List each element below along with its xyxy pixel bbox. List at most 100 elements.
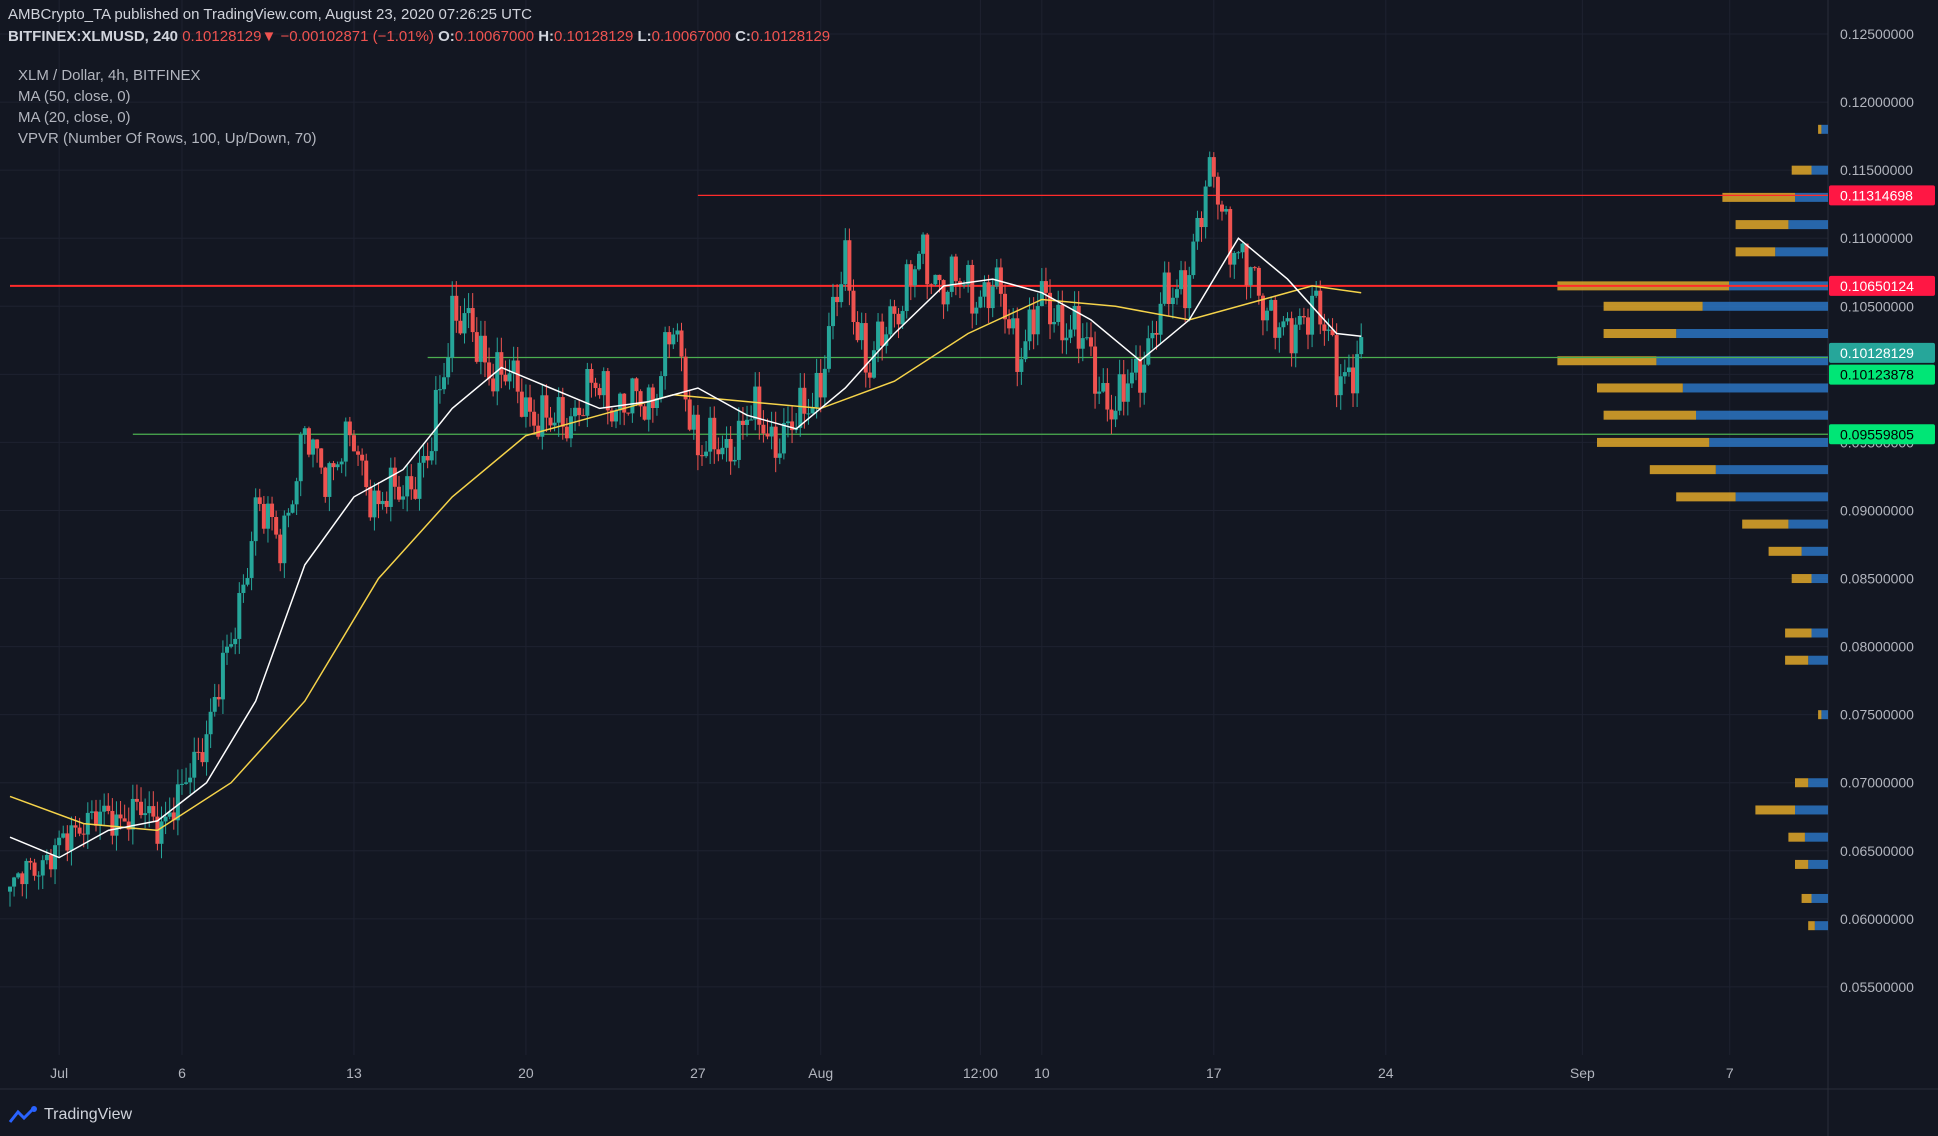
- candle-body: [638, 391, 643, 407]
- vpvr-down-bar: [1795, 778, 1809, 788]
- x-tick-label: 7: [1726, 1065, 1734, 1081]
- down-arrow-icon: ▼: [261, 28, 277, 45]
- vpvr-up-bar: [1702, 301, 1828, 311]
- candle-body: [1158, 303, 1163, 335]
- candle-body: [171, 812, 176, 821]
- tradingview-brand[interactable]: TradingView: [8, 1106, 132, 1124]
- candle-body: [929, 284, 934, 286]
- y-tick-label: 0.12000000: [1840, 94, 1914, 110]
- y-tick-label: 0.09000000: [1840, 502, 1914, 518]
- indicator-ma20[interactable]: MA (20, close, 0): [18, 109, 131, 126]
- candle-body: [491, 378, 496, 392]
- candle-body: [143, 813, 148, 816]
- candle-body: [1248, 267, 1253, 286]
- candle-body: [192, 751, 197, 778]
- x-tick-label: Jul: [50, 1065, 68, 1081]
- candle-body: [540, 395, 545, 437]
- candle-body: [884, 334, 889, 346]
- candle-body: [20, 873, 25, 885]
- candle-body: [642, 406, 647, 420]
- candle-body: [503, 374, 508, 382]
- candle-body: [945, 291, 950, 305]
- vpvr-up-bar: [1709, 437, 1828, 447]
- candle-body: [573, 407, 578, 417]
- indicator-title[interactable]: XLM / Dollar, 4h, BITFINEX: [18, 67, 201, 84]
- indicator-vpvr[interactable]: VPVR (Number Of Rows, 100, Up/Down, 70): [18, 130, 317, 147]
- price-tag-last-bg: [1829, 342, 1935, 363]
- open-label: O:: [438, 28, 455, 45]
- vpvr-down-bar: [1676, 492, 1736, 502]
- candle-body: [597, 388, 602, 396]
- candle-body: [286, 512, 291, 516]
- candle-body: [548, 417, 553, 426]
- candle-body: [77, 827, 82, 834]
- vpvr-up-bar: [1656, 356, 1828, 366]
- tradingview-logo-icon: [8, 1106, 37, 1123]
- y-tick-label: 0.12500000: [1840, 26, 1914, 42]
- candle-body: [188, 777, 193, 783]
- candle-body: [347, 421, 352, 436]
- y-tick-label: 0.05500000: [1840, 979, 1914, 995]
- candle-body: [659, 376, 664, 399]
- candle-body: [974, 307, 979, 314]
- vpvr-up-bar: [1676, 329, 1828, 339]
- candle-body: [61, 833, 66, 838]
- candle-body: [65, 833, 70, 851]
- candle-body: [822, 368, 827, 398]
- candle-body: [843, 240, 848, 285]
- candle-body: [1048, 292, 1053, 325]
- x-tick-label: Aug: [808, 1065, 833, 1081]
- candle-body: [765, 433, 770, 437]
- price-tag-support-2-bg: [1829, 424, 1935, 445]
- candle-body: [368, 487, 373, 518]
- vpvr-up-bar: [1811, 893, 1828, 903]
- candle-body: [781, 423, 786, 454]
- price-change: −0.00102871 (−1.01%): [280, 28, 434, 45]
- candle-body: [982, 282, 987, 297]
- vpvr-down-bar: [1722, 192, 1795, 202]
- candle-body: [1088, 337, 1093, 347]
- candle-body: [360, 454, 365, 461]
- x-tick-label: 13: [346, 1065, 362, 1081]
- candle-body: [941, 280, 946, 305]
- candle-body: [1191, 241, 1196, 276]
- vpvr-up-bar: [1788, 519, 1828, 529]
- vpvr-up-bar: [1804, 832, 1828, 842]
- candle-body: [552, 422, 557, 426]
- candle-body: [1199, 217, 1204, 228]
- candle-body: [777, 453, 782, 458]
- candle-body: [1256, 267, 1261, 296]
- candle-body: [1207, 157, 1212, 187]
- candle-body: [601, 371, 606, 396]
- candle-body: [1015, 318, 1020, 372]
- candle-body: [1174, 289, 1179, 298]
- vpvr-down-bar: [1785, 655, 1809, 665]
- candle-body: [241, 584, 246, 594]
- candle-body: [630, 378, 635, 414]
- y-tick-label: 0.11500000: [1840, 162, 1913, 178]
- candle-body: [1154, 332, 1159, 335]
- candle-body: [147, 806, 152, 814]
- candle-body: [1346, 367, 1351, 373]
- candle-body: [298, 434, 303, 482]
- x-tick-label: 6: [178, 1065, 186, 1081]
- candle-body: [1019, 359, 1024, 372]
- vpvr-up-bar: [1801, 546, 1828, 556]
- candle-body: [528, 397, 533, 412]
- candle-body: [229, 644, 234, 647]
- y-tick-label: 0.10500000: [1840, 298, 1914, 314]
- candle-body: [1056, 304, 1061, 322]
- indicator-ma50[interactable]: MA (50, close, 0): [18, 88, 131, 105]
- candle-body: [270, 503, 275, 517]
- candle-body: [749, 419, 754, 421]
- candle-body: [126, 821, 131, 830]
- candle-body: [175, 784, 180, 821]
- candle-body: [990, 286, 995, 309]
- candle-body: [1084, 337, 1089, 339]
- candle-body: [1314, 290, 1319, 296]
- candle-body: [372, 490, 377, 518]
- candle-body: [89, 811, 94, 813]
- candle-body: [1060, 304, 1065, 341]
- candle-body: [302, 428, 307, 435]
